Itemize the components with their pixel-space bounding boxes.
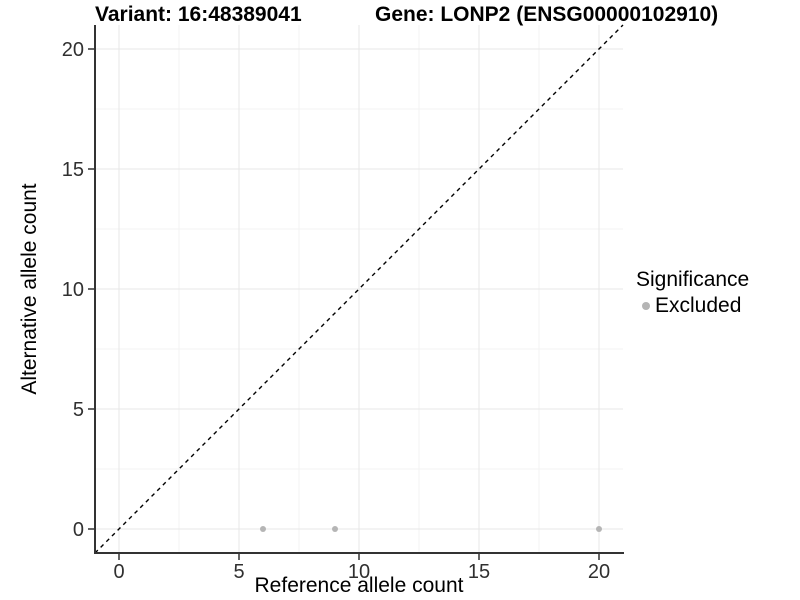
legend-title: Significance xyxy=(636,268,750,291)
data-point xyxy=(260,526,266,532)
data-point xyxy=(596,526,602,532)
plot-title-variant: Variant: 16:48389041 xyxy=(95,3,302,26)
excluded-point-icon xyxy=(642,302,650,310)
x-tick-label: 10 xyxy=(348,561,370,583)
x-tick-label: 5 xyxy=(233,561,244,583)
y-axis-title: Alternative allele count xyxy=(18,183,41,395)
legend-item-excluded: Excluded xyxy=(636,294,749,318)
y-tick-label: 5 xyxy=(73,399,84,421)
legend-item-label: Excluded xyxy=(655,294,742,317)
y-tick-label: 10 xyxy=(62,279,84,301)
y-tick-label: 15 xyxy=(62,159,84,181)
x-tick-label: 15 xyxy=(468,561,490,583)
x-tick-label: 0 xyxy=(113,561,124,583)
x-tick-label: 20 xyxy=(588,561,610,583)
y-tick-label: 20 xyxy=(62,39,84,61)
data-point xyxy=(332,526,338,532)
y-tick-label: 0 xyxy=(73,519,84,541)
legend: Significance Excluded xyxy=(636,268,749,318)
x-axis-title: Reference allele count xyxy=(254,574,464,597)
plot-title-gene: Gene: LONP2 (ENSG00000102910) xyxy=(375,3,719,26)
